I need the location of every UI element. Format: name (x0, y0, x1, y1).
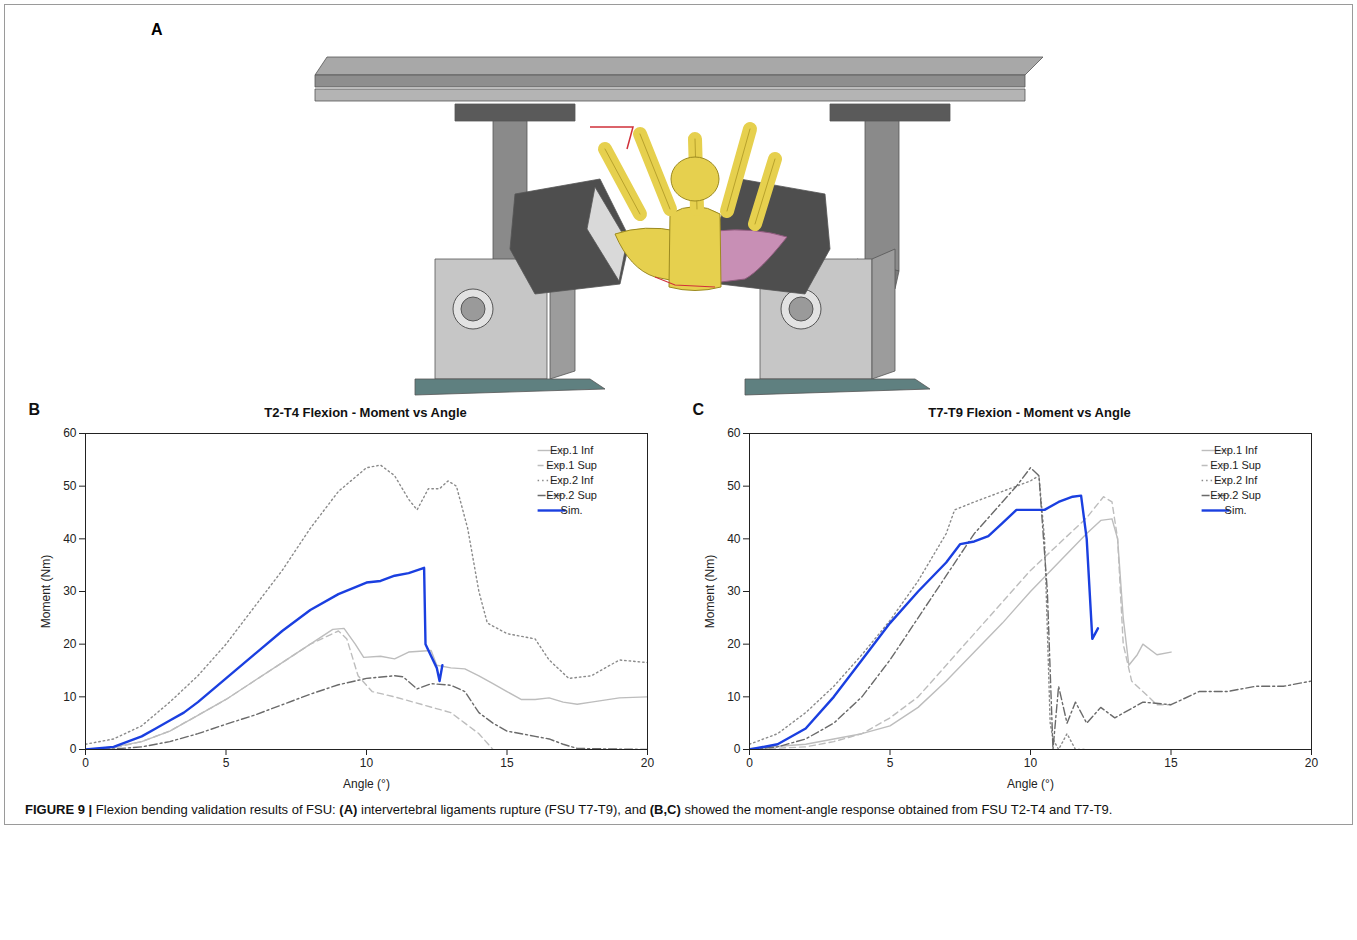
svg-text:50: 50 (727, 479, 741, 493)
svg-text:15: 15 (500, 756, 514, 770)
svg-text:Exp.1 Sup: Exp.1 Sup (1210, 459, 1261, 471)
html-text:T2-T4 Flexion - Moment vs Angl: T2-T4 Flexion - Moment vs Angle (264, 405, 467, 420)
svg-text:15: 15 (1164, 756, 1178, 770)
svg-text:Angle (°): Angle (°) (343, 777, 390, 791)
svg-text:Exp.1 Inf: Exp.1 Inf (1213, 444, 1257, 456)
svg-text:40: 40 (63, 532, 77, 546)
svg-text:30: 30 (63, 584, 77, 598)
svg-text:30: 30 (727, 584, 741, 598)
svg-text:60: 60 (727, 426, 741, 440)
svg-text:Exp.2 Sup: Exp.2 Sup (1210, 489, 1261, 501)
svg-text:0: 0 (69, 742, 76, 756)
svg-text:5: 5 (886, 756, 893, 770)
svg-text:20: 20 (63, 637, 77, 651)
svg-text:0: 0 (733, 742, 740, 756)
svg-text:50: 50 (63, 479, 77, 493)
svg-text:Sim.: Sim. (560, 504, 582, 516)
html-text:T7-T9 Flexion - Moment vs Angl: T7-T9 Flexion - Moment vs Angle (928, 405, 1131, 420)
svg-text:20: 20 (640, 756, 654, 770)
svg-text:Exp.1 Sup: Exp.1 Sup (546, 459, 597, 471)
svg-text:60: 60 (63, 426, 77, 440)
svg-text:Exp.2 Inf: Exp.2 Inf (1213, 474, 1257, 486)
svg-text:Sim.: Sim. (1224, 504, 1246, 516)
svg-text:10: 10 (1023, 756, 1037, 770)
svg-text:Exp.2 Sup: Exp.2 Sup (546, 489, 597, 501)
svg-text:Exp.2 Inf: Exp.2 Inf (549, 474, 593, 486)
svg-text:10: 10 (727, 690, 741, 704)
svg-text:Moment (Nm): Moment (Nm) (39, 555, 53, 628)
svg-text:40: 40 (727, 532, 741, 546)
svg-text:0: 0 (82, 756, 89, 770)
svg-text:A: A (151, 21, 163, 38)
svg-text:20: 20 (727, 637, 741, 651)
html-text:B: B (28, 401, 41, 418)
svg-text:10: 10 (359, 756, 373, 770)
svg-text:0: 0 (746, 756, 753, 770)
html-text:FIGURE 9 | Flexion bending val: FIGURE 9 | Flexion bending validation re… (25, 802, 1113, 817)
svg-text:10: 10 (63, 690, 77, 704)
html-text:C: C (692, 401, 705, 418)
svg-text:20: 20 (1304, 756, 1318, 770)
svg-text:Angle (°): Angle (°) (1007, 777, 1054, 791)
svg-text:Exp.1 Inf: Exp.1 Inf (549, 444, 593, 456)
svg-text:5: 5 (222, 756, 229, 770)
svg-text:Moment (Nm): Moment (Nm) (703, 555, 717, 628)
